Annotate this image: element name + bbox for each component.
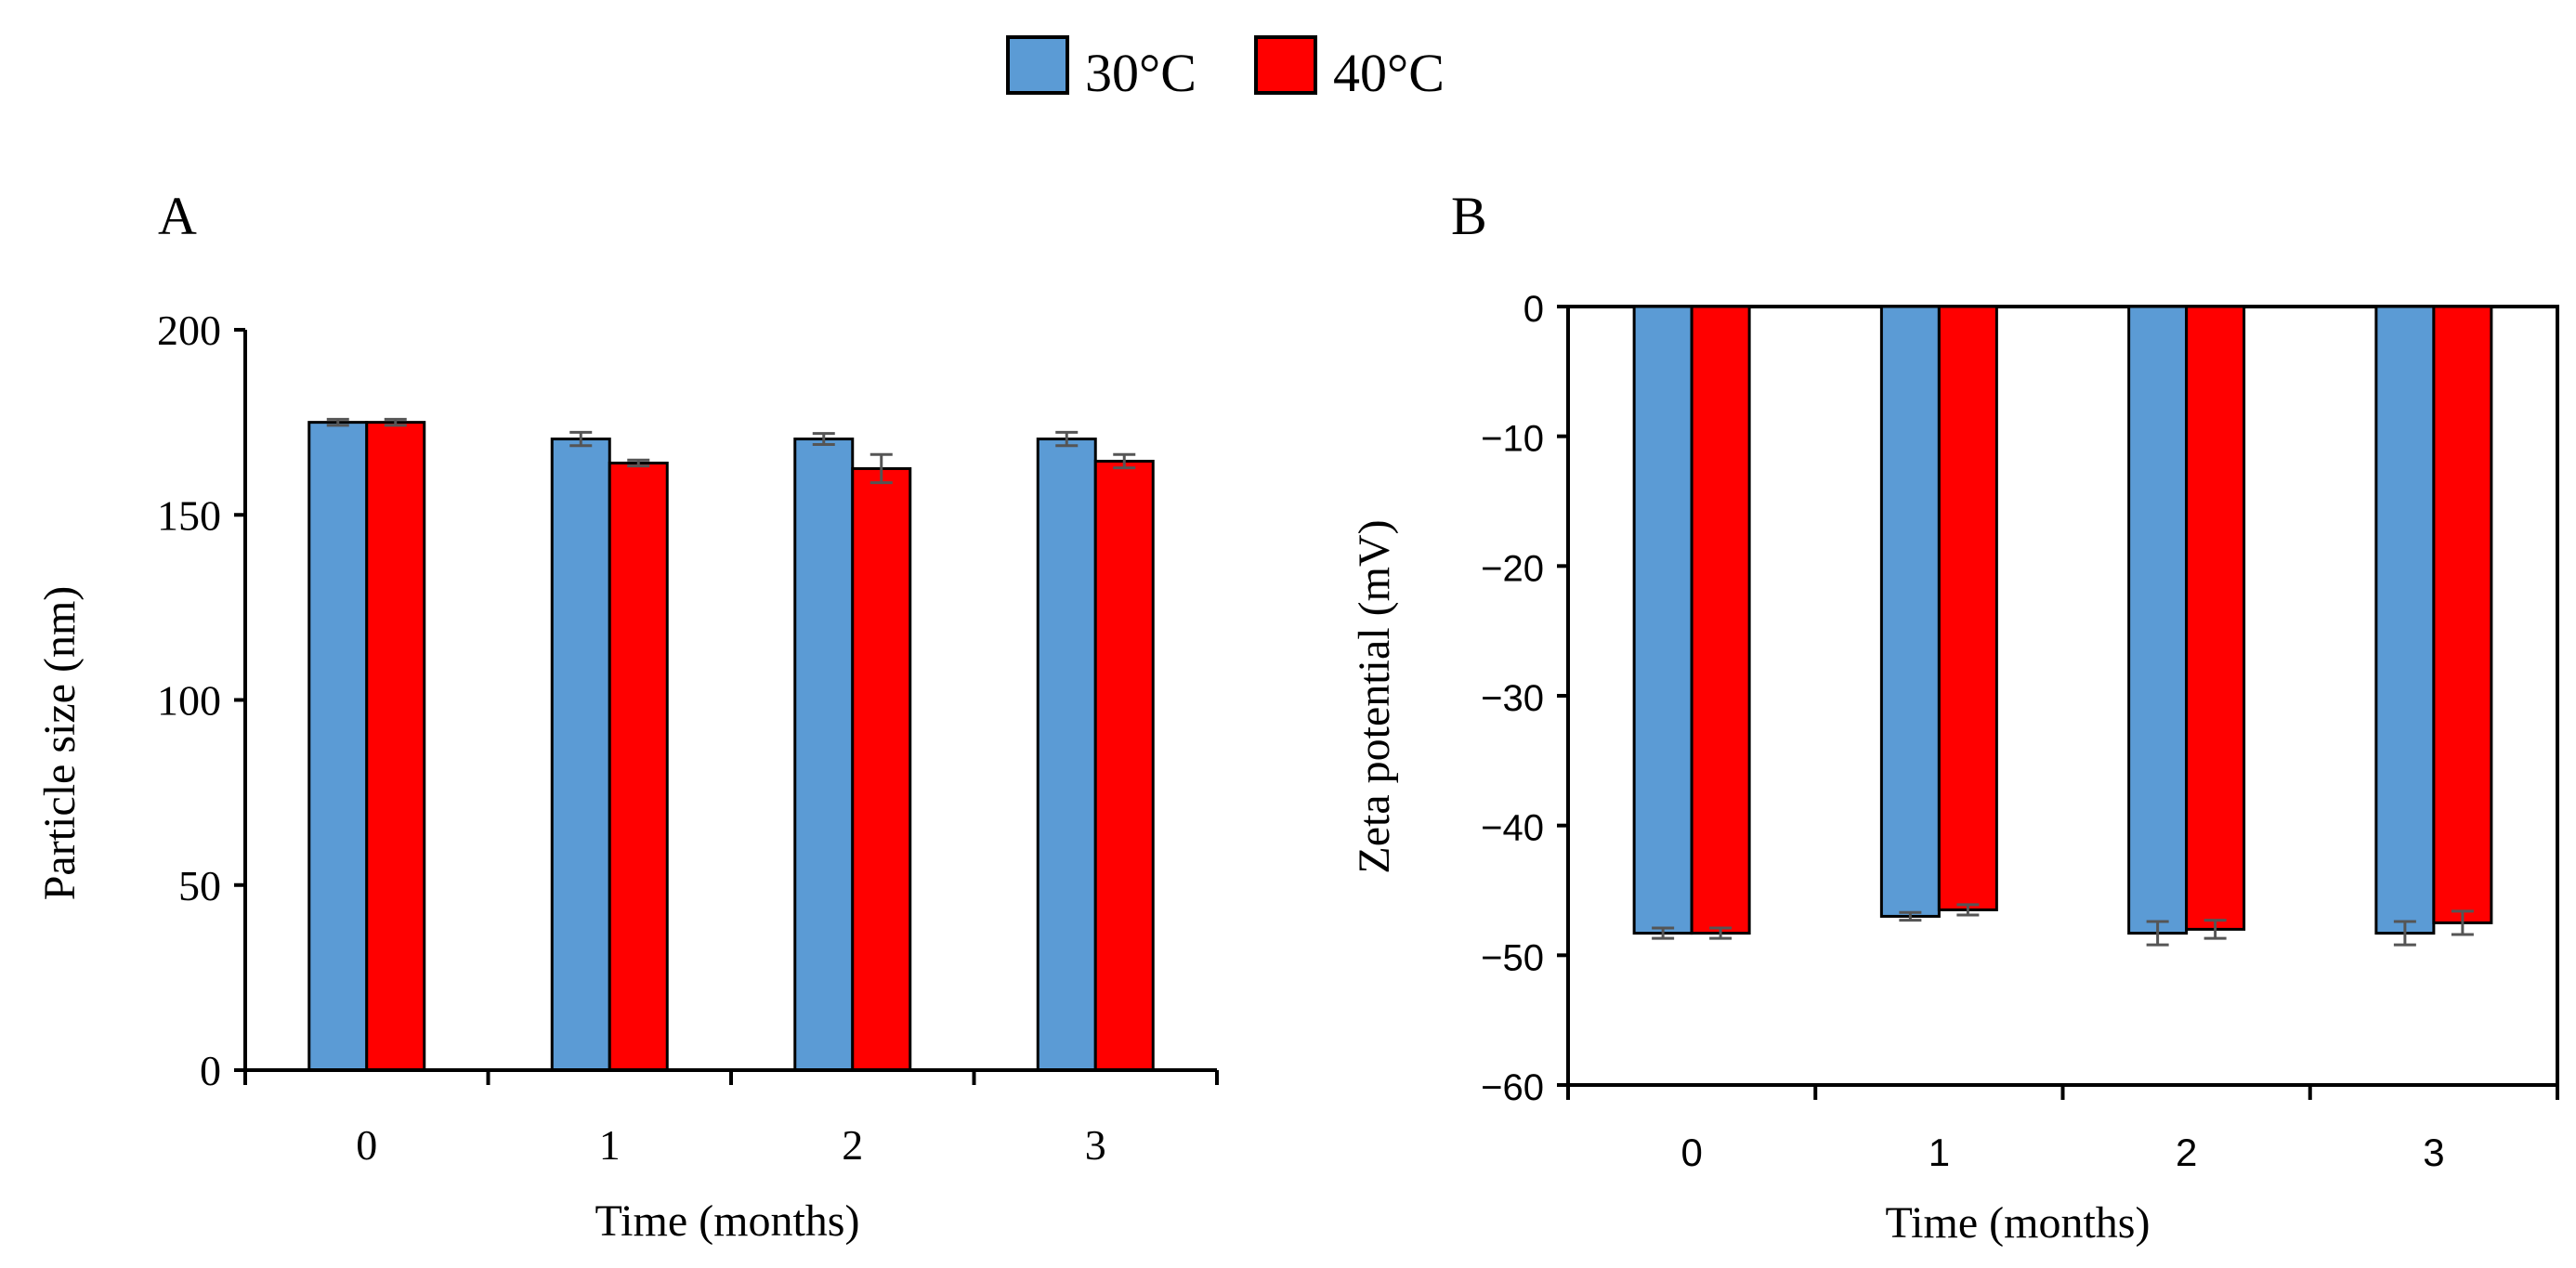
y-tick-label-b--40: −40 xyxy=(1481,808,1544,849)
legend-label-30c: 30°C xyxy=(1085,43,1196,103)
bar-a-s1-2 xyxy=(793,438,855,1072)
bar-b-s1-3 xyxy=(2374,305,2436,935)
panel-label-b: B xyxy=(1451,186,1487,246)
panel-label-a: A xyxy=(158,186,197,246)
x-tick-label-a-1: 1 xyxy=(599,1121,621,1169)
x-tick-label-a-2: 2 xyxy=(842,1121,863,1169)
legend-label-40c: 40°C xyxy=(1333,43,1445,103)
legend-swatch-40c xyxy=(1254,35,1317,95)
y-tick-label-a-200: 200 xyxy=(157,307,221,354)
x-tick-label-b-0: 0 xyxy=(1680,1131,1702,1174)
bar-a-s2-2 xyxy=(851,466,912,1072)
plot-area-a: 0 50 100 150 200 0 1 2 3 xyxy=(157,307,1219,1169)
bar-b-s2-2 xyxy=(2185,305,2246,931)
y-tick-label-b--60: −60 xyxy=(1481,1067,1544,1108)
y-axis-label-a: Particle size (nm) xyxy=(35,586,85,901)
x-axis-label-a: Time (months) xyxy=(595,1196,860,1246)
bar-a-s1-3 xyxy=(1036,438,1097,1072)
y-tick-label-b--10: −10 xyxy=(1481,419,1544,460)
y-tick-label-b--20: −20 xyxy=(1481,548,1544,589)
y-tick-label-a-100: 100 xyxy=(157,677,221,725)
x-tick-label-b-3: 3 xyxy=(2423,1131,2444,1174)
plot-area-b: 0 −10 −20 −30 −40 −50 −60 0 1 2 3 xyxy=(1481,289,2559,1174)
y-axis-label-b: Zeta potential (mV) xyxy=(1350,519,1399,873)
legend-swatch-30c xyxy=(1006,35,1069,95)
x-tick-label-a-3: 3 xyxy=(1085,1121,1106,1169)
x-tick-label-b-1: 1 xyxy=(1929,1131,1950,1174)
bar-a-s2-3 xyxy=(1093,459,1155,1072)
x-tick-label-b-2: 2 xyxy=(2176,1131,2197,1174)
y-tick-label-a-150: 150 xyxy=(157,491,221,539)
legend: 30°C 40°C xyxy=(1006,35,1445,103)
y-tick-label-a-50: 50 xyxy=(178,862,221,909)
chart-panel-a: A Particle size (nm) Time (months) 05010… xyxy=(35,186,1219,1246)
bar-b-s2-3 xyxy=(2432,305,2493,924)
bar-a-s2-0 xyxy=(365,421,426,1072)
y-tick-label-b--30: −30 xyxy=(1481,678,1544,719)
y-tick-label-b--50: −50 xyxy=(1481,937,1544,978)
bar-a-s1-1 xyxy=(550,438,611,1072)
bar-a-s2-1 xyxy=(608,461,669,1072)
bar-a-s1-0 xyxy=(307,421,369,1072)
x-axis-label-b: Time (months) xyxy=(1886,1198,2151,1248)
y-tick-label-b-0: 0 xyxy=(1523,289,1544,330)
y-tick-label-a-0: 0 xyxy=(200,1047,221,1094)
x-tick-label-a-0: 0 xyxy=(356,1121,377,1169)
bar-b-s2-1 xyxy=(1937,305,1998,911)
bar-b-s1-0 xyxy=(1632,305,1693,935)
bar-b-s2-0 xyxy=(1690,305,1751,935)
chart-panel-b: B Zeta potential (mV) Time (months) 0 −10… xyxy=(1350,186,2559,1248)
bar-b-s1-2 xyxy=(2127,305,2189,935)
bar-b-s1-1 xyxy=(1879,305,1941,918)
